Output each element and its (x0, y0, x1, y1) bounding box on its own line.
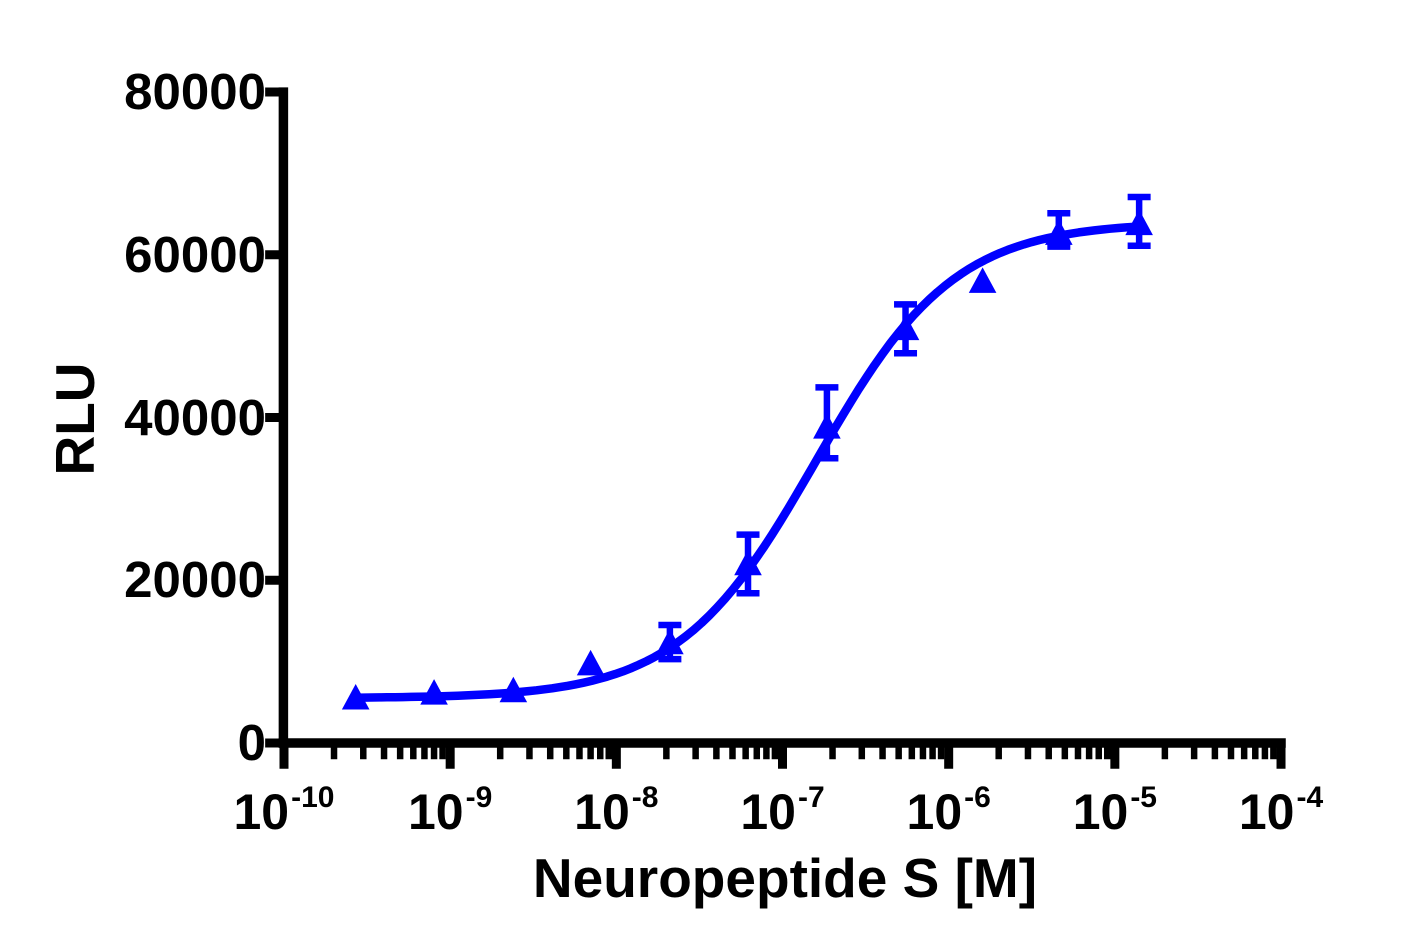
data-point-marker (891, 314, 920, 341)
x-tick-label: 10-9 (350, 770, 550, 840)
x-tick-exponent: -4 (1296, 781, 1324, 814)
x-minor-ticks (330, 746, 1277, 760)
x-tick-base: 10 (1238, 784, 1295, 840)
data-point-marker (968, 267, 997, 293)
data-point-marker (813, 413, 841, 439)
x-tick-base: 10 (1072, 784, 1129, 840)
x-tick-base: 10 (233, 784, 290, 840)
fit-curve (351, 222, 1146, 702)
axes (278, 87, 1286, 748)
y-axis-title: RLU (44, 362, 106, 476)
data-point-marker (656, 628, 684, 655)
x-tick-label: 10-10 (184, 770, 384, 840)
y-tick-label: 80000 (124, 63, 266, 120)
y-tick-label: 20000 (124, 551, 266, 609)
data-point-marker (341, 684, 370, 710)
x-major-ticks (279, 746, 1286, 769)
x-tick-label: 10-6 (849, 770, 1049, 840)
x-tick-exponent: -9 (465, 781, 493, 814)
x-tick-label: 10-7 (683, 770, 883, 840)
data-point-marker (1045, 219, 1073, 245)
x-tick-base: 10 (740, 784, 796, 840)
data-point-markers (341, 209, 1153, 710)
x-tick-label: 10-5 (1015, 770, 1215, 840)
x-tick-base: 10 (408, 784, 464, 840)
data-point-marker (576, 649, 605, 676)
x-tick-label: 10-8 (516, 770, 716, 840)
x-tick-exponent: -6 (964, 781, 991, 814)
x-tick-base: 10 (906, 784, 963, 840)
data-point-marker (734, 549, 762, 576)
x-tick-exponent: -8 (631, 781, 659, 814)
y-tick-label: 40000 (124, 388, 266, 446)
y-axis-ticks (265, 87, 284, 748)
x-tick-exponent: -10 (291, 781, 335, 814)
y-tick-label: 60000 (124, 225, 266, 283)
x-tick-exponent: -7 (797, 781, 825, 814)
x-tick-exponent: -5 (1130, 781, 1157, 814)
data-point-marker (420, 679, 448, 705)
data-point-marker (499, 676, 528, 703)
x-axis-title: Neuropeptide S [M] (532, 847, 1038, 909)
data-point-marker (1125, 209, 1153, 236)
y-tick-label: 0 (237, 714, 266, 771)
x-tick-label: 10-4 (1181, 770, 1381, 840)
x-tick-base: 10 (574, 784, 630, 840)
